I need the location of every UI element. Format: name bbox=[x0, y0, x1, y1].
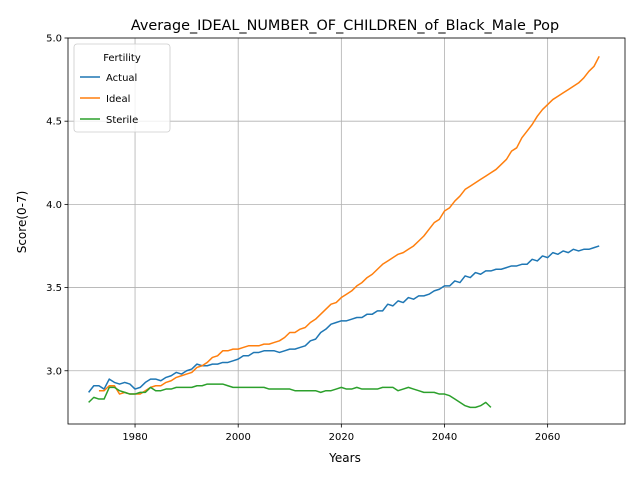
y-tick-label: 3.0 bbox=[46, 366, 62, 377]
y-axis-label: Score(0-7) bbox=[15, 191, 29, 254]
series-line-sterile bbox=[88, 383, 492, 409]
x-tick-label: 2020 bbox=[329, 432, 354, 443]
legend-label-actual: Actual bbox=[106, 73, 137, 84]
axis-ticks: 1980 2000 2020 2040 2060 3.0 3.5 4.0 4.5 5.0 bbox=[46, 34, 560, 444]
x-tick-label: 1980 bbox=[122, 432, 147, 443]
x-axis-label: Years bbox=[328, 451, 361, 465]
legend-label-sterile: Sterile bbox=[106, 115, 138, 126]
y-tick-label: 4.5 bbox=[46, 117, 62, 128]
y-tick-label: 4.0 bbox=[46, 200, 62, 211]
chart-title: Average_IDEAL_NUMBER_OF_CHILDREN_of_Blac… bbox=[131, 18, 559, 34]
y-tick-label: 3.5 bbox=[46, 283, 62, 294]
x-tick-label: 2000 bbox=[225, 432, 250, 443]
legend: Fertility Actual Ideal Sterile bbox=[73, 43, 171, 133]
series-line-actual bbox=[88, 245, 600, 393]
legend-label-ideal: Ideal bbox=[106, 94, 130, 105]
series-line-ideal bbox=[98, 55, 600, 395]
plot-frame bbox=[67, 37, 626, 425]
x-tick-label: 2040 bbox=[432, 432, 457, 443]
x-tick-label: 2060 bbox=[535, 432, 560, 443]
legend-title: Fertility bbox=[103, 53, 141, 64]
legend-box bbox=[73, 43, 171, 133]
series-lines bbox=[88, 55, 600, 409]
y-tick-label: 5.0 bbox=[46, 34, 62, 45]
